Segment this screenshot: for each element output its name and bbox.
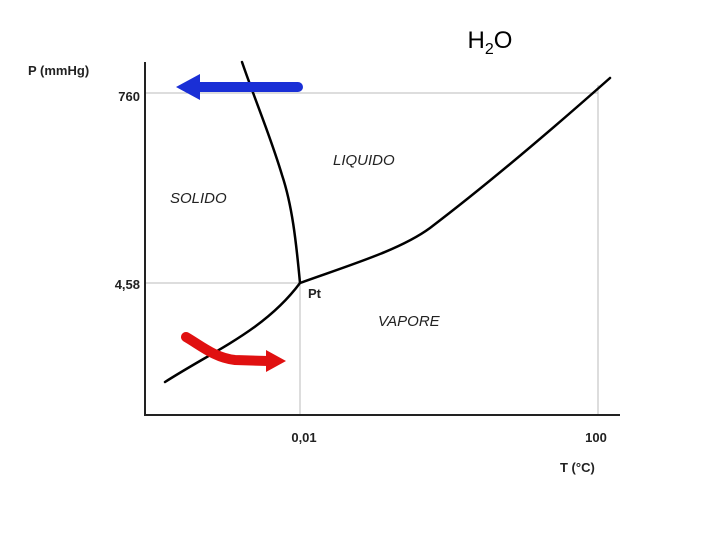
phase-curves (163, 60, 612, 384)
arrow-shaft (181, 332, 273, 366)
region-label: VAPORE (378, 313, 441, 330)
arrow-head (266, 350, 286, 372)
sublimation-curve (163, 281, 302, 384)
x-tick-label: 100 (585, 430, 607, 445)
y-axis-label: P (mmHg) (28, 63, 89, 78)
axes (144, 62, 620, 416)
x-axis-label: T (°C) (560, 460, 595, 475)
triple-point-label: Pt (308, 286, 322, 301)
title-suffix: O (494, 27, 513, 54)
arrow-head (176, 74, 200, 100)
red-arrow (181, 332, 286, 372)
region-label: LIQUIDO (333, 152, 395, 169)
y-tick-label: 4,58 (115, 277, 140, 292)
guide-lines (145, 85, 599, 415)
title-subscript: 2 (485, 41, 494, 58)
vaporization-curve (298, 76, 612, 285)
blue-arrow (176, 74, 303, 100)
fusion-curve (240, 60, 302, 285)
region-label: SOLIDO (170, 190, 227, 207)
title-main: H (468, 27, 485, 54)
x-tick-label: 0,01 (291, 430, 316, 445)
y-tick-label: 760 (118, 89, 140, 104)
title: H2O (468, 27, 513, 58)
